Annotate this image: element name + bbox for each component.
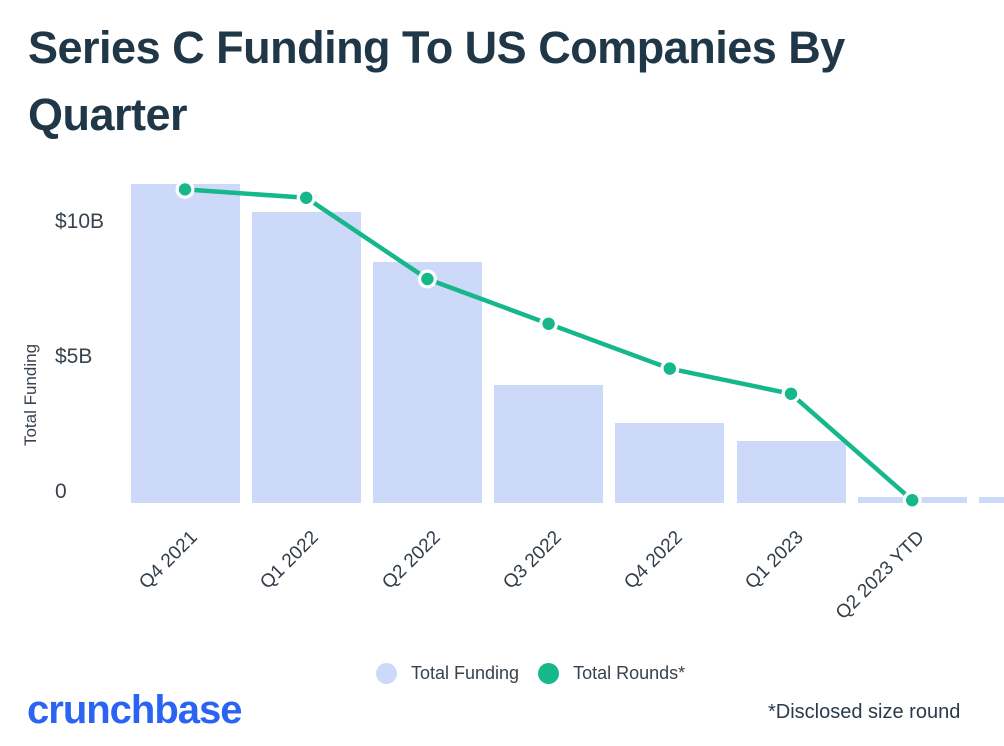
legend-label-total-funding: Total Funding xyxy=(411,663,520,683)
bar-q1-2022[interactable] xyxy=(252,212,361,503)
x-tick-q3-2022: Q3 2022 xyxy=(499,527,566,594)
crunchbase-logo[interactable]: crunchbase xyxy=(27,688,243,732)
bar-q2-2023-ytd[interactable] xyxy=(858,497,967,503)
y-tick--10b: $10B xyxy=(55,210,105,233)
chart-title-line2: Quarter xyxy=(28,89,188,140)
x-tick-q1-2023: Q1 2023 xyxy=(741,527,808,594)
chart-title: Series C Funding To US Companies By Quar… xyxy=(28,14,845,148)
legend-item-total-funding[interactable]: Total Funding xyxy=(376,663,519,684)
point-q1-2022[interactable] xyxy=(300,191,313,204)
point-q4-2022[interactable] xyxy=(663,362,676,375)
legend: Total Funding Total Rounds* xyxy=(376,663,685,684)
y-tick--5b: $5B xyxy=(55,345,93,368)
point-q1-2023[interactable] xyxy=(784,387,798,400)
bar-q2-2022[interactable] xyxy=(373,262,482,503)
x-tick-q1-2022: Q1 2022 xyxy=(256,527,324,594)
bar-q4-2021[interactable] xyxy=(131,184,240,503)
bar-q1-2023[interactable] xyxy=(737,441,846,503)
x-tick-q4-2021: Q4 2021 xyxy=(135,527,202,594)
chart-title-line1: Series C Funding To US Companies By xyxy=(28,22,845,73)
y-axis-title: Total Funding xyxy=(21,343,40,447)
x-tick-q4-2022: Q4 2022 xyxy=(620,527,687,594)
bar-q3-2022[interactable] xyxy=(494,385,603,503)
legend-item-total-rounds[interactable]: Total Rounds* xyxy=(538,663,685,684)
footnote: *Disclosed size round xyxy=(768,701,961,723)
x-tick-q2-2023-ytd: Q2 2023 YTD xyxy=(832,527,930,624)
bar-q4-2022[interactable] xyxy=(615,423,724,503)
bar-partial-next-quarter[interactable] xyxy=(979,497,1004,503)
total-funding-swatch-icon xyxy=(376,663,397,684)
point-q3-2022[interactable] xyxy=(542,317,555,330)
total-rounds-swatch-icon xyxy=(538,663,560,684)
x-tick-q2-2022: Q2 2022 xyxy=(377,527,445,594)
y-tick-0: 0 xyxy=(55,480,67,503)
legend-label-total-rounds: Total Rounds* xyxy=(573,663,686,683)
